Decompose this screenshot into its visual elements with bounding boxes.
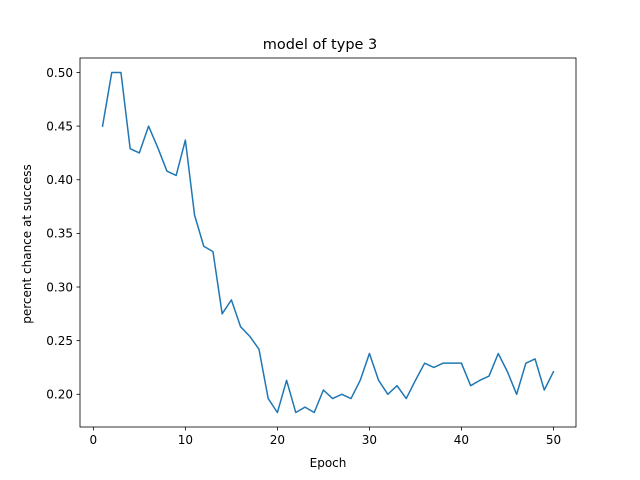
axes-frame [79, 57, 577, 428]
x-axis-label: Epoch [310, 456, 347, 470]
y-tick-label: 0.35 [46, 227, 73, 241]
x-tick-label: 30 [362, 433, 377, 447]
x-tick-label: 20 [270, 433, 285, 447]
x-tick-label: 0 [90, 433, 98, 447]
y-tick-label: 0.50 [46, 66, 73, 80]
x-tick-label: 10 [178, 433, 193, 447]
x-tick-label: 40 [454, 433, 469, 447]
plot-area: 0 10 20 30 40 50 0.20 0.25 0.30 0.35 0.40 0.45 0.50 [46, 57, 577, 447]
series-line-0 [101, 71, 555, 414]
y-axis-label: percent chance at success [20, 164, 34, 324]
y-tick-label: 0.45 [46, 119, 73, 133]
y-tick-label: 0.20 [46, 388, 73, 402]
y-tick-label: 0.30 [46, 280, 73, 294]
y-tick-label: 0.40 [46, 173, 73, 187]
y-tick-label: 0.25 [46, 334, 73, 348]
chart-title: model of type 3 [263, 37, 378, 53]
x-tick-label: 50 [546, 433, 561, 447]
